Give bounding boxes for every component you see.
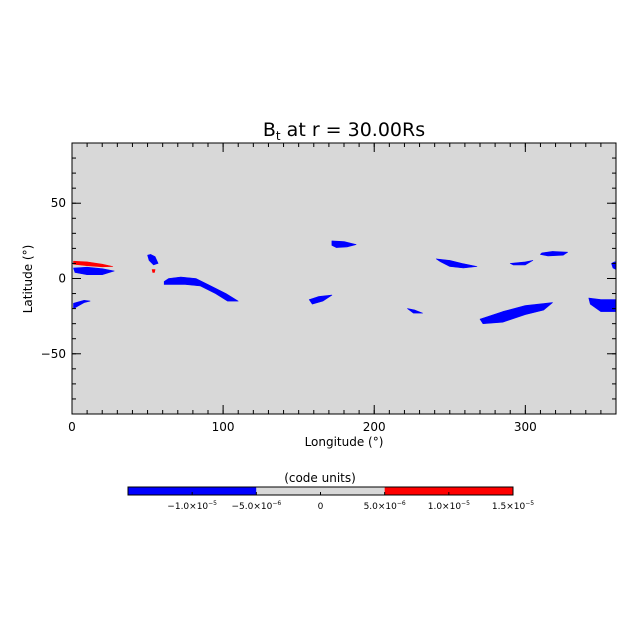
y-tick-label: 0	[58, 272, 66, 286]
contour-region-negative	[73, 266, 115, 276]
colorbar-tick-label: −5.0×10−6	[231, 500, 281, 512]
y-tick-label: 50	[51, 196, 66, 210]
colorbar-tick-label: 1.0×10−5	[428, 500, 470, 512]
contour-region-negative	[163, 276, 239, 302]
contour-region-negative	[407, 308, 423, 314]
contour-region-negative	[147, 254, 159, 266]
colorbar-segment	[128, 487, 257, 495]
contour-region-negative	[308, 294, 333, 305]
colorbar-tick-label: 5.0×10−6	[364, 500, 406, 512]
contour-regions	[73, 240, 617, 325]
plot-area: 0 100 200 300 −50 0 50	[41, 142, 617, 434]
x-tick-label: 0	[68, 420, 76, 434]
y-axis-ticks: −50 0 50	[41, 196, 616, 361]
colorbar-tick-label: 1.5×10−5	[492, 500, 534, 512]
chart-title-suffix: at r = 30.00Rs	[281, 119, 425, 141]
contour-region-negative	[73, 299, 91, 309]
y-tick-label: −50	[41, 347, 66, 361]
y-axis-label: Latitude (°)	[21, 245, 35, 314]
x-tick-label: 300	[514, 420, 537, 434]
chart-title: Bt at r = 30.00Rs	[263, 119, 425, 143]
colorbar: (code units) −1.0×10−5 −5.0×10−6 0 5.0×10−6…	[127, 471, 534, 512]
x-axis-label: Longitude (°)	[305, 435, 384, 449]
colorbar-segment	[384, 487, 513, 495]
chart-title-subscript: t	[276, 129, 281, 143]
contour-region-positive	[151, 269, 156, 273]
colorbar-ticks: −1.0×10−5 −5.0×10−6 0 5.0×10−6 1.0×10−5 1.5×1…	[167, 492, 534, 512]
colorbar-label: (code units)	[284, 471, 356, 485]
contour-region-positive	[73, 260, 114, 268]
contour-region-negative	[331, 240, 357, 248]
colorbar-segment	[256, 487, 385, 495]
x-tick-label: 200	[363, 420, 386, 434]
colorbar-segments	[128, 487, 513, 495]
chart-title-prefix: B	[263, 119, 276, 141]
contour-region-negative	[479, 302, 553, 325]
x-tick-label: 100	[212, 420, 235, 434]
contour-region-negative	[509, 260, 534, 266]
contour-region-negative	[435, 258, 478, 269]
contour-region-negative	[540, 251, 568, 257]
colorbar-tick-label: 0	[318, 502, 324, 512]
x-axis-ticks: 0 100 200 300	[68, 143, 537, 434]
colorbar-tick-label: −1.0×10−5	[167, 500, 217, 512]
plot-background	[72, 143, 616, 414]
